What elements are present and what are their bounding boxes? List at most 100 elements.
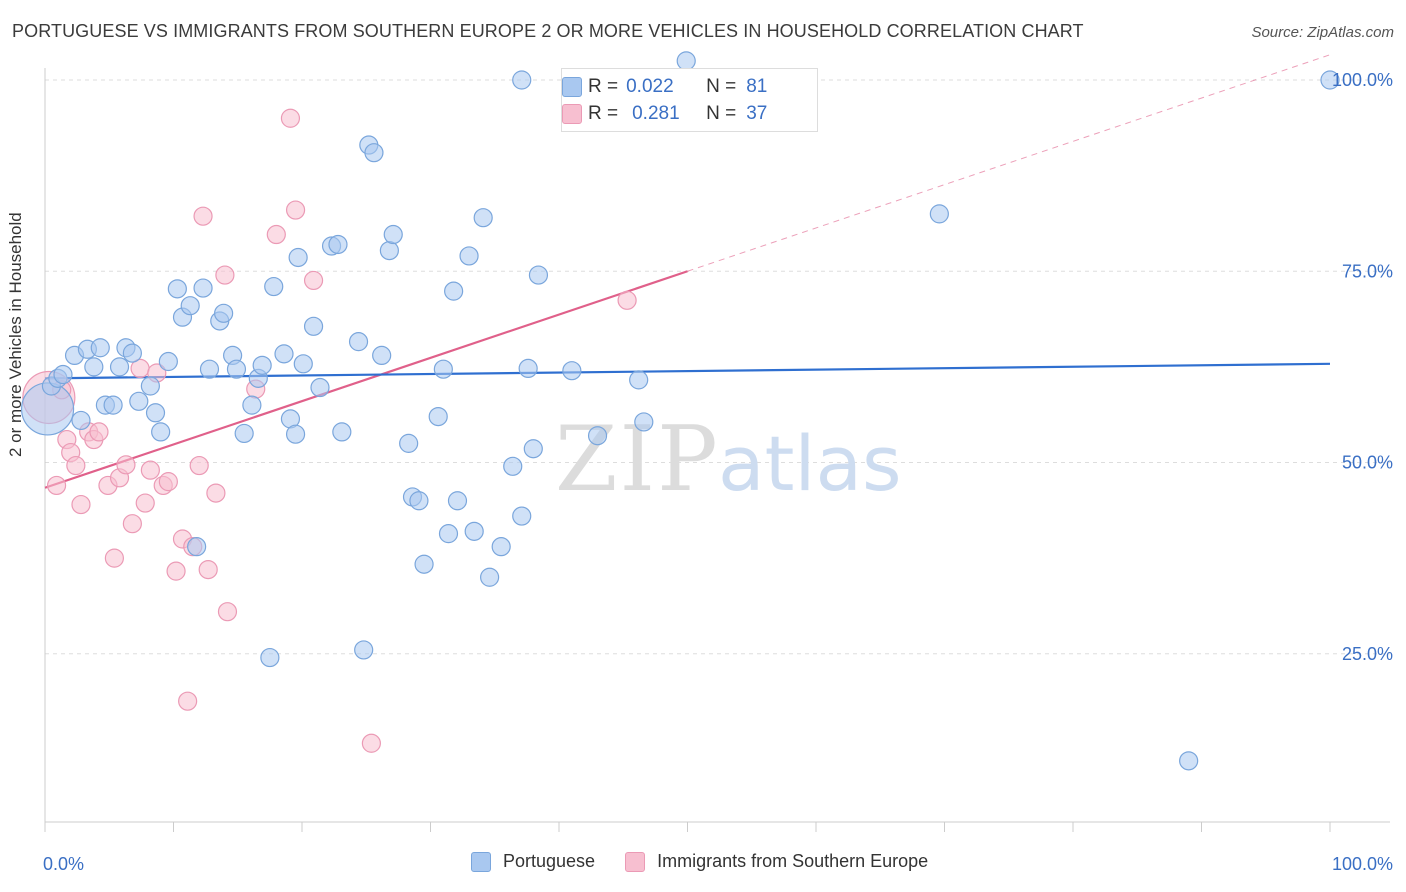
immigrants-point <box>280 108 301 128</box>
portuguese-point <box>414 554 434 574</box>
immigrants-point <box>140 460 160 480</box>
immigrants-point <box>215 265 235 285</box>
portuguese-point <box>444 281 464 301</box>
portuguese-point <box>503 456 523 476</box>
portuguese-point <box>71 410 91 431</box>
portuguese-point <box>348 332 369 352</box>
source-credit: Source: ZipAtlas.com <box>1251 24 1394 41</box>
watermark: ZIP atlas <box>555 407 902 512</box>
portuguese-point <box>129 391 149 411</box>
portuguese-point <box>260 647 280 668</box>
portuguese-point <box>234 423 254 444</box>
y-tick-label: 50.0% <box>1342 453 1393 473</box>
portuguese-point <box>1179 751 1199 771</box>
portuguese-point <box>328 234 348 255</box>
immigrants-points <box>22 108 637 753</box>
immigrants-point <box>66 455 86 476</box>
portuguese-point <box>167 279 187 299</box>
immigrants-point <box>104 548 124 568</box>
immigrants-trend-line <box>44 270 688 489</box>
portuguese-point <box>383 224 403 245</box>
portuguese-point <box>145 403 166 423</box>
immigrants-point <box>206 483 226 503</box>
y-axis-label: 2 or more Vehicles in Household <box>6 212 25 457</box>
portuguese-point <box>447 491 468 511</box>
immigrants-point <box>122 514 142 534</box>
portuguese-point <box>409 491 429 511</box>
immigrants-swatch <box>562 104 582 124</box>
legend-label-immigrants: Immigrants from Southern Europe <box>657 851 929 871</box>
immigrants-point <box>135 493 155 513</box>
portuguese-swatch <box>562 77 582 97</box>
portuguese-point <box>354 640 374 660</box>
y-tick-label: 25.0% <box>1342 644 1393 664</box>
immigrants-point <box>617 290 637 310</box>
immigrants-point <box>303 270 324 291</box>
immigrants-legend-swatch <box>625 851 646 872</box>
portuguese-point <box>587 426 608 446</box>
portuguese-point <box>180 296 200 316</box>
portuguese-point <box>122 343 142 363</box>
portuguese-point <box>242 395 262 415</box>
portuguese-point <box>285 424 306 444</box>
immigrants-r-value: 0.281 <box>632 103 680 124</box>
portuguese-point <box>187 537 207 557</box>
immigrants-trend-extension <box>687 54 1331 272</box>
immigrants-point <box>46 475 67 496</box>
portuguese-point <box>103 395 123 415</box>
r-label: R = <box>588 103 619 124</box>
n-label: N = <box>706 103 737 124</box>
portuguese-point <box>310 377 330 398</box>
immigrants-point <box>285 200 306 220</box>
immigrants-point <box>361 733 381 753</box>
immigrants-point <box>217 602 238 622</box>
r-label: R = <box>588 76 619 97</box>
y-tick-label: 100.0% <box>1332 70 1393 90</box>
legend-label-portuguese: Portuguese <box>503 851 596 871</box>
portuguese-point <box>332 422 352 442</box>
portuguese-point <box>214 303 234 323</box>
immigrants-point <box>193 206 213 226</box>
portuguese-point <box>226 359 247 379</box>
portuguese-point <box>528 265 549 285</box>
portuguese-point <box>199 359 220 379</box>
chart-title: PORTUGUESE VS IMMIGRANTS FROM SOUTHERN E… <box>12 21 1084 41</box>
portuguese-point <box>523 439 543 459</box>
portuguese-point <box>480 567 500 587</box>
portuguese-point <box>193 278 213 298</box>
immigrants-point <box>116 455 136 475</box>
portuguese-point <box>438 524 459 544</box>
portuguese-point <box>151 422 171 442</box>
portuguese-point <box>428 407 448 427</box>
x-tick-label: 0.0% <box>43 854 84 874</box>
immigrants-n-value: 37 <box>746 103 768 124</box>
immigrants-point <box>266 224 286 245</box>
portuguese-point <box>158 351 178 372</box>
portuguese-point <box>293 354 313 374</box>
legend-item-immigrants[interactable]: Immigrants from Southern Europe <box>625 851 928 872</box>
legend-item-portuguese[interactable]: Portuguese <box>471 851 595 872</box>
portuguese-point <box>264 276 284 297</box>
immigrants-point <box>178 691 198 711</box>
immigrants-point <box>89 422 109 442</box>
immigrants-point <box>158 472 178 492</box>
grid <box>45 79 1390 655</box>
y-tick-label: 75.0% <box>1342 261 1393 281</box>
portuguese-point <box>491 537 511 557</box>
portuguese-point <box>1320 70 1340 90</box>
portuguese-r-value: 0.022 <box>626 76 674 97</box>
tick-labels: 25.0% 50.0% 75.0% 100.0% 0.0% 100.0% <box>43 70 1393 874</box>
x-tick-label: 100.0% <box>1332 854 1393 874</box>
portuguese-point <box>629 370 649 390</box>
portuguese-point <box>372 345 392 365</box>
stats-row-portuguese: R = 0.022 N = 81 <box>562 74 767 100</box>
portuguese-point <box>518 358 538 379</box>
immigrants-point <box>198 559 218 580</box>
immigrants-point <box>71 494 91 515</box>
axes <box>44 68 1390 832</box>
portuguese-point <box>90 338 110 358</box>
portuguese-point <box>929 204 949 224</box>
legend: Portuguese Immigrants from Southern Euro… <box>471 851 958 872</box>
portuguese-point <box>464 521 484 541</box>
